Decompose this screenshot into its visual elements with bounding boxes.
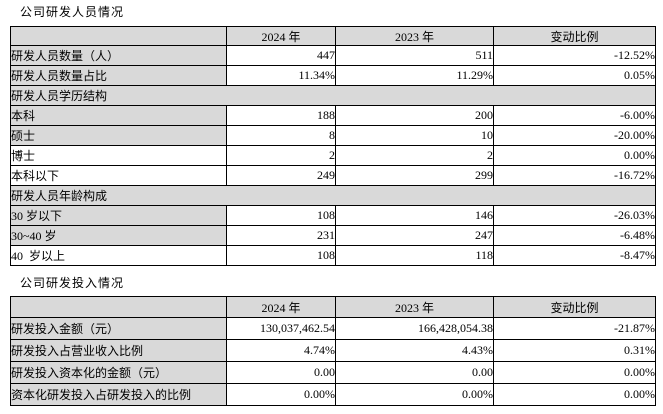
rnd-personnel-table: 2024 年 2023 年 变动比例 研发人员数量（人） 447 511 -12.52… xyxy=(10,26,656,266)
cell-value-2023: 146 xyxy=(335,205,494,226)
table-row: 硕士 8 10 -20.00% xyxy=(10,125,656,146)
row-label: 博士 xyxy=(10,145,227,166)
cell-value-2024: 249 xyxy=(226,165,336,186)
col-header-2024: 2024 年 xyxy=(226,26,336,46)
cell-value-2023: 4.43% xyxy=(335,339,494,362)
col-header-2023: 2023 年 xyxy=(335,26,494,46)
cell-value-change: -6.48% xyxy=(493,225,656,246)
cell-value-2024: 108 xyxy=(226,245,336,266)
col-header-change: 变动比例 xyxy=(493,26,656,46)
cell-value-2023: 299 xyxy=(335,165,494,186)
cell-value-change: -12.52% xyxy=(493,45,656,66)
cell-value-change: -16.72% xyxy=(493,165,656,186)
row-label: 资本化研发投入占研发投入的比例 xyxy=(10,383,227,406)
cell-value-2024: 108 xyxy=(226,205,336,226)
section-title-rnd-personnel: 公司研发人员情况 xyxy=(20,5,125,19)
cell-value-change: -20.00% xyxy=(493,125,656,146)
table-section-label: 研发人员学历结构 xyxy=(10,85,656,106)
row-label: 40 岁以上 xyxy=(10,245,227,266)
cell-value-change: -8.47% xyxy=(493,245,656,266)
cell-value-2024: 11.34% xyxy=(226,65,336,86)
document-page: { "colors": { "shaded_cell_bg": "#d9d9d9… xyxy=(0,5,663,414)
cell-value-2023: 166,428,054.38 xyxy=(335,317,494,340)
cell-value-2023: 11.29% xyxy=(335,65,494,86)
cell-value-2024: 231 xyxy=(226,225,336,246)
cell-value-change: 0.05% xyxy=(493,65,656,86)
table-header-row: 2024 年 2023 年 变动比例 xyxy=(10,26,656,46)
cell-value-2024: 4.74% xyxy=(226,339,336,362)
row-label: 30 岁以下 xyxy=(10,205,227,226)
cell-value-2023: 511 xyxy=(335,45,494,66)
cell-value-change: 0.00% xyxy=(493,361,656,384)
table-section-row: 研发人员学历结构 xyxy=(10,85,656,106)
table-row: 30~40 岁 231 247 -6.48% xyxy=(10,225,656,246)
cell-value-2024: 0.00 xyxy=(226,361,336,384)
cell-value-2024: 2 xyxy=(226,145,336,166)
cell-value-2023: 200 xyxy=(335,105,494,126)
table-section-row: 研发人员年龄构成 xyxy=(10,185,656,206)
table-row: 研发投入占营业收入比例 4.74% 4.43% 0.31% xyxy=(10,339,656,362)
cell-value-2023: 247 xyxy=(335,225,494,246)
row-label: 本科 xyxy=(10,105,227,126)
cell-value-2024: 0.00% xyxy=(226,383,336,406)
col-header-2023: 2023 年 xyxy=(335,296,494,318)
col-header-change: 变动比例 xyxy=(493,296,656,318)
cell-value-2023: 0.00 xyxy=(335,361,494,384)
row-label: 研发人员数量占比 xyxy=(10,65,227,86)
row-label: 硕士 xyxy=(10,125,227,146)
cell-value-change: 0.31% xyxy=(493,339,656,362)
cell-value-change: 0.00% xyxy=(493,145,656,166)
table-row: 本科以下 249 299 -16.72% xyxy=(10,165,656,186)
cell-value-2024: 8 xyxy=(226,125,336,146)
cell-value-change: -21.87% xyxy=(493,317,656,340)
row-label: 研发投入占营业收入比例 xyxy=(10,339,227,362)
table-row: 研发投入金额（元） 130,037,462.54 166,428,054.38 -21… xyxy=(10,317,656,340)
table-row: 资本化研发投入占研发投入的比例 0.00% 0.00% 0.00% xyxy=(10,383,656,406)
row-label: 研发人员数量（人） xyxy=(10,45,227,66)
rnd-personnel-table-body: 研发人员数量（人） 447 511 -12.52% 研发人员数量占比 11.34% 11.2… xyxy=(10,45,656,266)
row-label: 研发投入金额（元） xyxy=(10,317,227,340)
cell-value-2023: 0.00% xyxy=(335,383,494,406)
table-row: 研发人员数量占比 11.34% 11.29% 0.05% xyxy=(10,65,656,86)
table-row: 博士 2 2 0.00% xyxy=(10,145,656,166)
table-section-label: 研发人员年龄构成 xyxy=(10,185,656,206)
col-header-blank xyxy=(10,26,227,46)
table-row: 30 岁以下 108 146 -26.03% xyxy=(10,205,656,226)
row-label: 30~40 岁 xyxy=(10,225,227,246)
col-header-2024: 2024 年 xyxy=(226,296,336,318)
row-label: 本科以下 xyxy=(10,165,227,186)
table-row: 研发投入资本化的金额（元） 0.00 0.00 0.00% xyxy=(10,361,656,384)
cell-value-2023: 10 xyxy=(335,125,494,146)
section-title-rnd-investment: 公司研发投入情况 xyxy=(20,276,125,290)
col-header-blank xyxy=(10,296,227,318)
row-label: 研发投入资本化的金额（元） xyxy=(10,361,227,384)
table-header-row: 2024 年 2023 年 变动比例 xyxy=(10,296,656,318)
table-row: 40 岁以上 108 118 -8.47% xyxy=(10,245,656,266)
cell-value-2024: 130,037,462.54 xyxy=(226,317,336,340)
table-row: 研发人员数量（人） 447 511 -12.52% xyxy=(10,45,656,66)
cell-value-2023: 2 xyxy=(335,145,494,166)
rnd-investment-table: 2024 年 2023 年 变动比例 研发投入金额（元） 130,037,462.… xyxy=(10,296,656,406)
cell-value-2024: 447 xyxy=(226,45,336,66)
cell-value-change: -6.00% xyxy=(493,105,656,126)
cell-value-change: -26.03% xyxy=(493,205,656,226)
cell-value-2024: 188 xyxy=(226,105,336,126)
cell-value-2023: 118 xyxy=(335,245,494,266)
cell-value-change: 0.00% xyxy=(493,383,656,406)
table-row: 本科 188 200 -6.00% xyxy=(10,105,656,126)
rnd-investment-table-body: 研发投入金额（元） 130,037,462.54 166,428,054.38 -21… xyxy=(10,317,656,406)
report-body: 公司研发人员情况 2024 年 2023 年 变动比例 研发人员数量（人） 447… xyxy=(0,5,663,406)
